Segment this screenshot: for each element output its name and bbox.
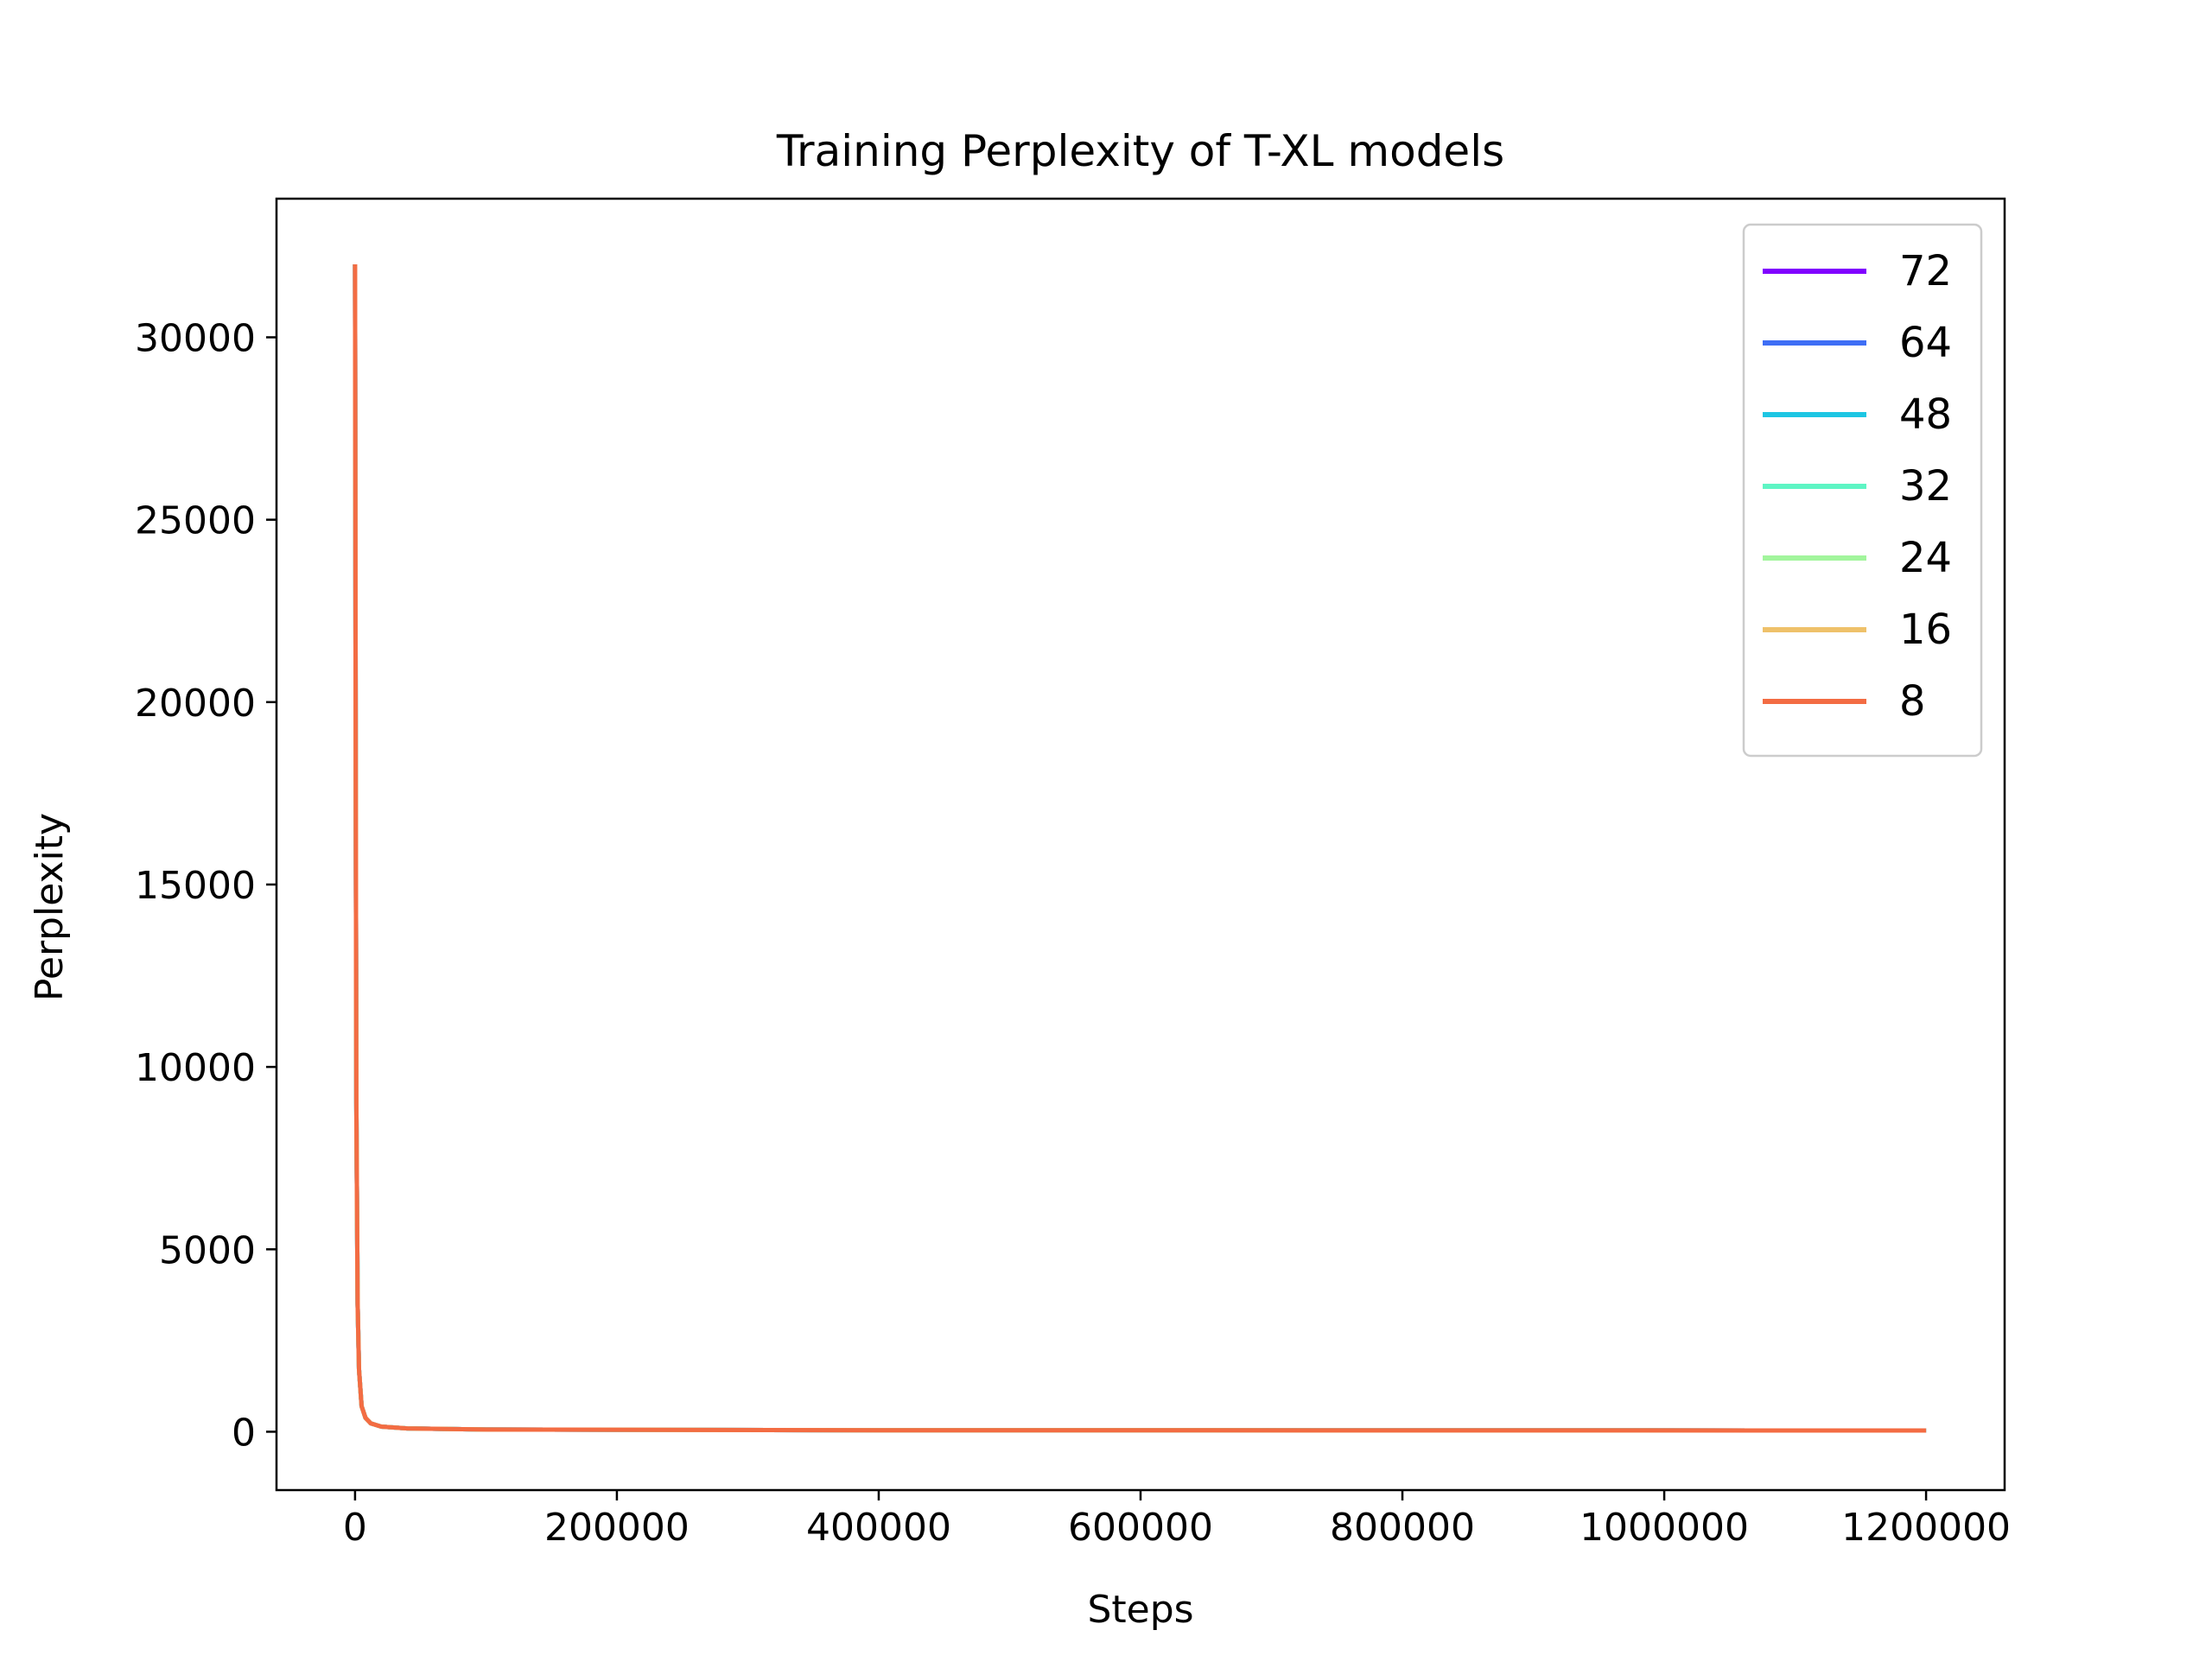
y-tick-label: 0 xyxy=(232,1411,256,1455)
x-tick-label: 600000 xyxy=(1068,1506,1213,1550)
series-lines xyxy=(353,263,1927,1433)
y-axis-label: Perplexity xyxy=(28,813,72,1001)
legend-label-64: 64 xyxy=(1899,319,1952,367)
legend-label-72: 72 xyxy=(1899,247,1952,295)
legend-label-32: 32 xyxy=(1899,462,1952,511)
x-tick-label: 800000 xyxy=(1330,1506,1475,1550)
legend-box xyxy=(1742,223,1983,758)
y-tick-label: 20000 xyxy=(135,682,256,726)
y-tick-label: 5000 xyxy=(159,1228,256,1272)
legend-label-24: 24 xyxy=(1899,534,1952,582)
legend-label-16: 16 xyxy=(1899,606,1952,654)
x-tick-label: 0 xyxy=(343,1506,367,1550)
y-tick-label: 10000 xyxy=(135,1046,256,1090)
x-tick-label: 400000 xyxy=(806,1506,951,1550)
chart-title: Training Perplexity of T-XL models xyxy=(776,126,1504,176)
x-axis-ticks: 0 200000 400000 600000 800000 1000000 1200000 xyxy=(343,1490,2011,1550)
y-tick-label: 15000 xyxy=(135,864,256,908)
x-tick-label: 200000 xyxy=(544,1506,690,1550)
legend-label-48: 48 xyxy=(1899,390,1952,439)
x-tick-label: 1200000 xyxy=(1841,1506,2011,1550)
x-axis-label: Steps xyxy=(1087,1588,1193,1632)
legend: 72 64 48 32 24 16 8 xyxy=(1742,223,1983,758)
y-tick-label: 30000 xyxy=(135,316,256,360)
plot-frame xyxy=(275,197,2006,1492)
x-tick-label: 1000000 xyxy=(1580,1506,1749,1550)
y-tick-label: 25000 xyxy=(135,499,256,543)
legend-label-8: 8 xyxy=(1899,677,1926,726)
y-axis-ticks: 0 5000 10000 15000 20000 25000 30000 xyxy=(135,316,276,1455)
series-line-8 xyxy=(353,263,1927,1433)
